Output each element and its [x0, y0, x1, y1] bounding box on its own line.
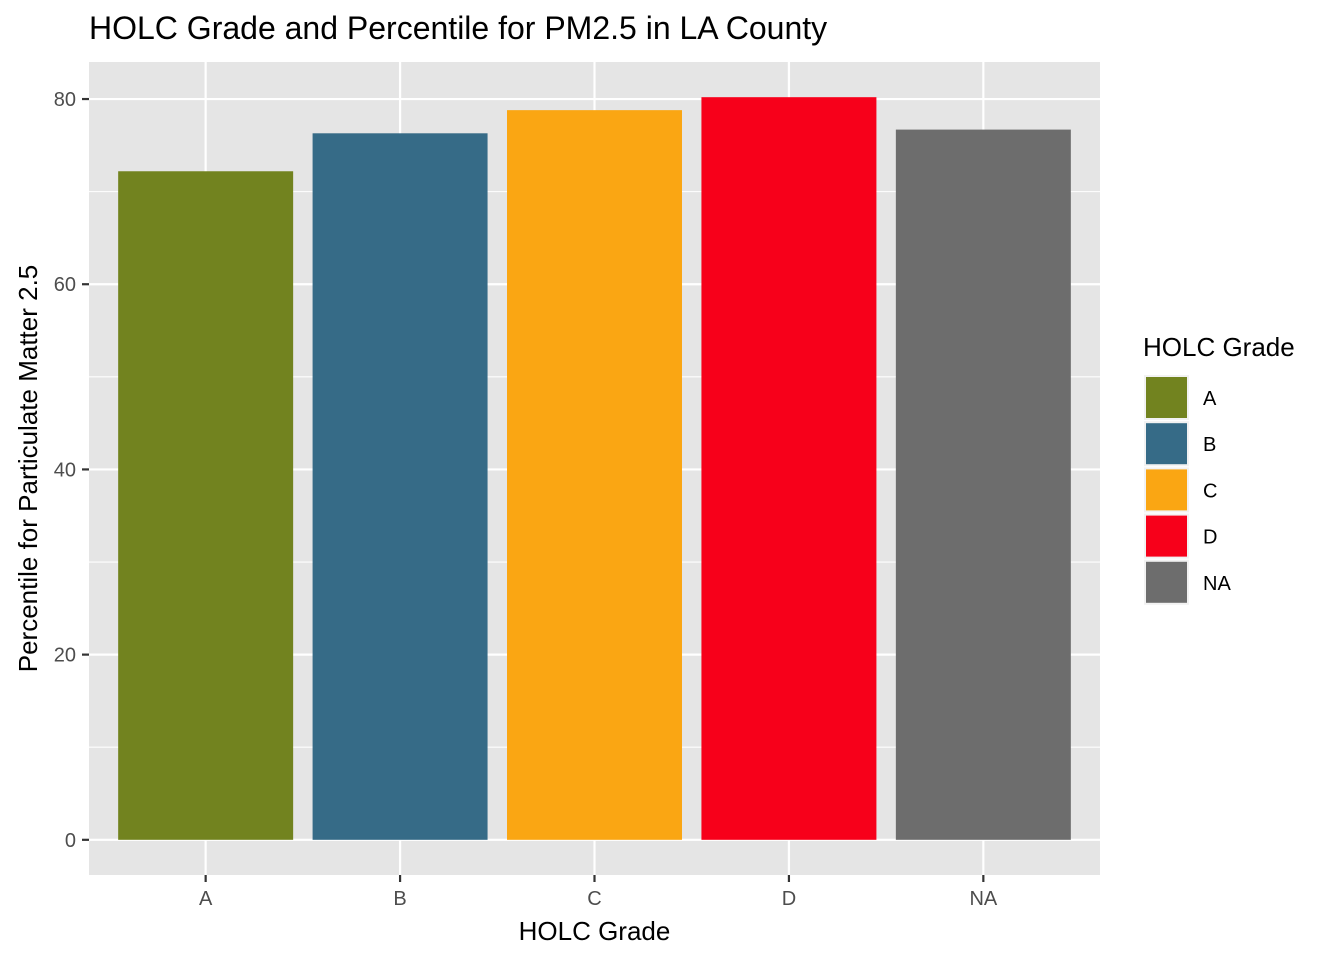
legend-label: A — [1203, 388, 1217, 410]
y-axis-title: Percentile for Particulate Matter 2.5 — [13, 265, 43, 673]
x-axis: A B C D NA — [199, 875, 998, 910]
bars — [118, 97, 1071, 840]
y-tick-label: 0 — [65, 830, 76, 852]
legend-swatch-c — [1146, 469, 1187, 511]
x-axis-title: HOLC Grade — [519, 916, 671, 946]
chart-title: HOLC Grade and Percentile for PM2.5 in L… — [89, 10, 827, 46]
legend-items: A B C D NA — [1144, 375, 1231, 605]
x-tick-label: NA — [969, 888, 997, 910]
legend-swatch-na — [1146, 561, 1187, 603]
legend-label: D — [1203, 527, 1217, 549]
x-tick-label: C — [587, 888, 601, 910]
legend-label: B — [1203, 434, 1216, 456]
y-tick-label: 40 — [54, 459, 76, 481]
x-tick-label: D — [782, 888, 796, 910]
y-tick-label: 60 — [54, 274, 76, 296]
bar-b — [312, 133, 488, 840]
y-tick-label: 20 — [54, 645, 76, 667]
legend-swatch-b — [1146, 423, 1187, 465]
legend-label: C — [1203, 480, 1217, 502]
legend-label: NA — [1203, 573, 1231, 595]
legend: HOLC Grade A B C D NA — [1143, 332, 1295, 605]
legend-title: HOLC Grade — [1143, 332, 1295, 362]
plot-panel — [89, 62, 1100, 875]
x-tick-label: A — [199, 888, 213, 910]
bar-a — [118, 171, 294, 840]
bar-d — [701, 97, 877, 840]
legend-swatch-a — [1146, 377, 1187, 418]
bar-c — [507, 110, 682, 840]
bar-na — [895, 129, 1071, 840]
x-tick-label: B — [393, 888, 406, 910]
legend-swatch-d — [1146, 515, 1187, 557]
y-axis: 0 20 40 60 80 — [54, 89, 89, 852]
y-tick-label: 80 — [54, 89, 76, 111]
